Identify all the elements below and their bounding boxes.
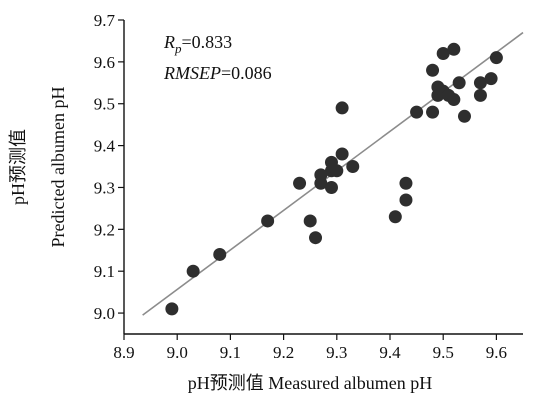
data-point bbox=[473, 88, 487, 102]
rp-value: =0.833 bbox=[182, 32, 233, 52]
data-point bbox=[309, 231, 323, 245]
y-tick-label: 9.6 bbox=[94, 53, 115, 72]
data-point bbox=[335, 101, 349, 115]
y-tick-label: 9.2 bbox=[94, 220, 115, 239]
rmsep-value: =0.086 bbox=[221, 63, 272, 83]
x-axis-title: pH预测值 Measured albumen pH bbox=[188, 373, 432, 393]
data-point bbox=[410, 105, 424, 119]
data-point bbox=[346, 160, 360, 174]
data-point bbox=[489, 51, 503, 65]
data-point bbox=[484, 72, 498, 86]
x-tick-label: 9.6 bbox=[486, 343, 507, 362]
data-point bbox=[452, 76, 466, 90]
y-tick-label: 9.1 bbox=[94, 262, 115, 281]
data-point bbox=[293, 176, 307, 190]
data-point bbox=[303, 214, 317, 228]
data-point bbox=[399, 193, 413, 207]
data-point bbox=[186, 264, 200, 278]
x-tick-label: 9.0 bbox=[167, 343, 188, 362]
data-point bbox=[447, 42, 461, 56]
x-tick-label: 9.4 bbox=[379, 343, 401, 362]
data-point bbox=[426, 63, 440, 77]
y-tick-label: 9.0 bbox=[94, 304, 115, 323]
data-point bbox=[399, 176, 413, 190]
x-tick-label: 9.2 bbox=[273, 343, 294, 362]
rp-symbol: R bbox=[163, 32, 175, 52]
data-point bbox=[261, 214, 275, 228]
x-tick-label: 9.1 bbox=[220, 343, 241, 362]
data-point bbox=[213, 247, 227, 261]
rmsep-symbol: RMSEP bbox=[163, 63, 221, 83]
data-point bbox=[165, 302, 179, 316]
data-point bbox=[447, 93, 461, 107]
axes: 8.9 9.0 9.1 9.2 9.3 9.4 9.5 9.6 9.0 9.1 9.2 9.3 9.4 9… bbox=[94, 11, 523, 362]
y-axis-title-chinese: pH预测值 bbox=[8, 129, 28, 205]
data-point bbox=[426, 105, 440, 119]
data-point bbox=[324, 180, 338, 194]
rmsep-annotation: RMSEP=0.086 bbox=[163, 63, 272, 83]
data-point bbox=[473, 76, 487, 90]
data-point bbox=[335, 147, 349, 161]
x-tick-label: 8.9 bbox=[113, 343, 134, 362]
rp-subscript: p bbox=[174, 41, 182, 56]
chart-text: pH预测值 Measured albumen pH pH预测值 Predicte… bbox=[8, 32, 432, 393]
y-axis-title-english: Predicted albumen pH bbox=[48, 87, 68, 248]
y-tick-label: 9.7 bbox=[94, 11, 116, 30]
y-tick-label: 9.4 bbox=[94, 137, 116, 156]
data-point bbox=[314, 168, 328, 182]
rp-annotation: Rp=0.833 bbox=[163, 32, 232, 56]
plot-area bbox=[142, 31, 524, 316]
data-point bbox=[330, 164, 344, 178]
x-tick-label: 9.3 bbox=[326, 343, 347, 362]
data-point bbox=[457, 109, 471, 123]
y-tick-label: 9.3 bbox=[94, 178, 115, 197]
y-tick-label: 9.5 bbox=[94, 95, 115, 114]
data-point bbox=[388, 210, 402, 224]
data-point bbox=[436, 46, 450, 60]
x-tick-label: 9.5 bbox=[433, 343, 454, 362]
